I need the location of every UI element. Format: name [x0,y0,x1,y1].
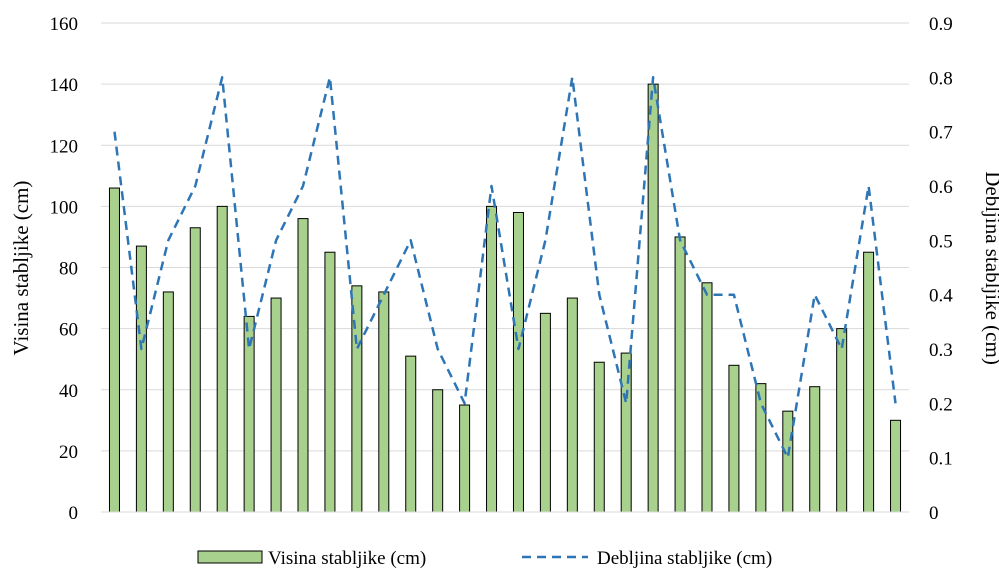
bar [593,361,605,513]
right-tick-label: 0.1 [929,449,953,470]
bar [755,383,767,513]
right-axis-ticks: 0 0.1 0.2 0.3 0.4 0.5 0.6 0.7 0.8 0.9 [929,14,953,524]
left-tick-label: 140 [50,75,79,96]
left-axis-title: Visina stabljike (cm) [9,181,33,356]
bar [405,355,417,513]
bar [351,285,363,513]
bar [836,328,848,513]
legend-bar-swatch [197,550,263,564]
legend-label-debljina: Debljina stabljike (cm) [597,548,772,569]
bar [809,386,821,513]
left-tick-label: 100 [50,197,79,218]
legend-label-visina: Visina stabljike (cm) [268,548,426,569]
bar [539,312,551,513]
right-tick-label: 0.2 [929,394,953,415]
right-tick-label: 0.7 [929,123,953,144]
bar [459,404,471,513]
left-tick-label: 20 [59,442,78,463]
bar [378,291,390,513]
bar [108,187,120,513]
bar [701,282,713,513]
left-tick-label: 0 [69,503,79,524]
left-tick-label: 80 [59,259,78,280]
bar [620,352,632,513]
right-tick-label: 0.8 [929,68,953,89]
bar [324,251,336,513]
right-tick-label: 0.3 [929,340,953,361]
bar [486,205,498,513]
legend: Visina stabljike (cm) Debljina stabljike… [197,548,772,569]
bar [162,291,174,513]
right-tick-label: 0.6 [929,177,953,198]
bar [216,205,228,513]
line-series-debljina [113,76,897,459]
bar [189,227,201,513]
bar [432,389,444,513]
bar [782,410,794,513]
bar [890,419,902,513]
left-tick-label: 40 [59,381,78,402]
left-tick-label: 120 [50,136,79,157]
bar [512,211,524,513]
bar [674,236,686,513]
right-tick-label: 0.9 [929,14,953,35]
bar [270,297,282,513]
left-tick-label: 60 [59,320,78,341]
bar [647,83,659,513]
right-tick-label: 0.4 [929,286,953,307]
right-tick-label: 0.5 [929,231,953,252]
left-tick-label: 160 [50,14,79,35]
bar [728,364,740,513]
bar [863,251,875,513]
bar [135,245,147,513]
right-tick-label: 0 [929,503,939,524]
right-axis-title: Debljina stabljike (cm) [981,171,999,365]
left-axis-ticks: 0 20 40 60 80 100 120 140 160 [50,14,79,524]
bar [297,218,309,513]
bar [566,297,578,513]
